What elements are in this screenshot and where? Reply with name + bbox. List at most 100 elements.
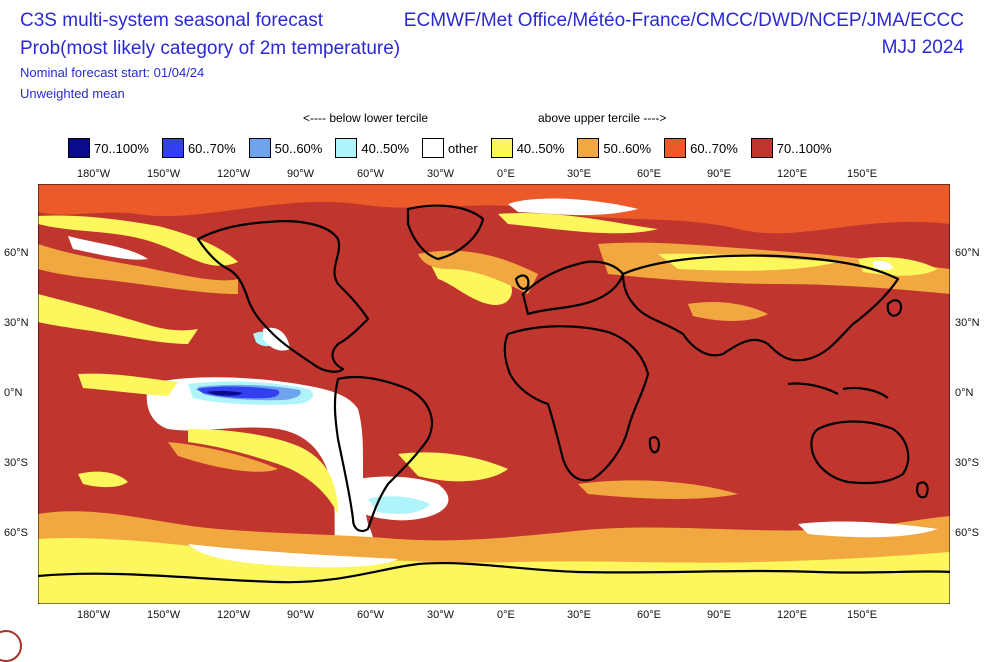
legend-item: 70..100% [68,138,149,158]
legend-label: 40..50% [361,140,410,156]
legend-item: other [422,138,478,158]
lon-tick-top: 150°E [847,168,878,180]
east-pacific-white [146,377,375,584]
lat-tick-left: 60°N [4,247,29,259]
season-label: MJJ 2024 [881,37,964,58]
centres-list: ECMWF/Met Office/Météo-France/CMCC/DWD/N… [403,10,964,31]
lon-tick-bottom: 150°E [847,609,878,621]
lon-tick-bottom: 120°E [777,609,808,621]
legend-label: 60..70% [690,140,738,156]
lon-tick-bottom: 120°W [217,609,251,621]
legend-label: other [448,140,478,156]
east-pacific-darkblue [206,390,243,396]
below-tercile-label: <---- below lower tercile [303,111,429,125]
legend-label: 70..100% [776,140,832,156]
north-atlantic-orange [418,250,538,294]
south-atlantic-yellow [398,452,508,482]
antarctica-coast [38,561,950,584]
australia-coast [810,420,910,485]
greenland-coast [406,204,485,261]
legend-item: 60..70% [161,138,236,158]
asia-coast [621,254,900,362]
lon-tick-top: 150°W [147,168,181,180]
lon-tick-top: 120°W [217,168,251,180]
southern-ocean-white [188,544,398,568]
lat-tick-left: 60°S [4,527,28,539]
southern-ocean-white-2 [798,521,938,538]
lat-tick-right: 60°N [955,247,980,259]
east-pacific-yellow [78,373,178,396]
arctic-yellow-patch [498,212,658,234]
lon-tick-top: 60°W [357,168,385,180]
legend-label: 40..50% [516,140,565,156]
peru-coast-white [263,327,290,351]
legend-swatch [664,138,687,158]
legend-label: 50..60% [274,140,323,156]
new-zealand-coast [916,481,929,499]
legend-swatch [248,138,271,158]
above-tercile-label: above upper tercile ----> [538,111,667,125]
legend-label: 60..70% [187,140,236,156]
tibet-orange [688,302,768,321]
lon-tick-bottom: 90°W [287,609,315,621]
uk-coast [514,274,530,290]
east-pacific-orange [168,442,278,472]
lon-tick-top: 120°E [777,168,808,180]
arctic-white-patch [508,198,638,216]
south-pacific-yellow [78,471,128,488]
madagascar-coast [648,436,660,454]
logo-icon [0,630,22,662]
indonesia-coast [787,382,889,399]
lon-tick-top: 90°E [707,168,731,180]
lon-tick-bottom: 60°E [637,609,661,621]
lat-tick-right: 30°N [955,317,980,329]
lon-tick-bottom: 150°W [147,609,181,621]
legend-label: 70..100% [94,140,149,156]
forecast-start: Nominal forecast start: 01/04/24 [20,65,205,80]
lon-tick-bottom: 60°W [357,609,385,621]
north-pacific-yellow-2 [38,294,198,344]
legend-swatch [750,138,773,158]
lat-tick-left: 30°N [4,317,29,329]
north-pacific-orange [38,244,238,294]
legend-item: 40..50% [335,138,409,158]
japan-coast [886,299,903,317]
legend-item: 60..70% [664,138,738,158]
legend-item: 40..50% [490,138,565,158]
north-pacific-white [68,236,148,260]
legend-item: 50..60% [577,138,651,158]
lon-tick-top: 30°E [567,168,591,180]
lon-tick-top: 90°W [287,168,315,180]
legend-label: 50..60% [603,140,652,156]
legend-swatch [577,138,600,158]
title-line-1: C3S multi-system seasonal forecast [20,10,324,31]
colour-legend: 70..100% 60..70% 50..60% 40..50% other 40..50… [68,138,845,158]
lon-tick-bottom: 0°E [497,609,515,621]
north-america-coast [196,220,370,373]
lon-tick-bottom: 30°E [567,609,591,621]
north-pacific-yellow [38,215,238,266]
lon-tick-bottom: 180°W [77,609,111,621]
title-line-2: Prob(most likely category of 2m temperat… [20,38,401,59]
lon-tick-top: 0°E [497,168,515,180]
lat-tick-left: 30°S [4,457,28,469]
lon-tick-top: 180°W [77,168,111,180]
legend-swatch [422,138,445,158]
lat-tick-right: 60°S [955,527,979,539]
legend-swatch [490,138,513,158]
forecast-map [38,184,950,604]
legend-swatch [161,138,184,158]
mean-type: Unweighted mean [20,86,125,101]
lon-tick-top: 30°W [427,168,455,180]
lon-tick-top: 60°E [637,168,661,180]
lat-tick-left: 0°N [4,387,23,399]
south-indian-orange [578,480,738,499]
antarctica-yellow [38,572,950,604]
east-asia-white [873,260,893,271]
legend-swatch [335,138,358,158]
lon-tick-bottom: 30°W [427,609,455,621]
south-atlantic-cyan [368,496,430,514]
lat-tick-right: 0°N [955,387,974,399]
legend-swatch [68,138,90,158]
arctic-orange-band [38,184,950,234]
